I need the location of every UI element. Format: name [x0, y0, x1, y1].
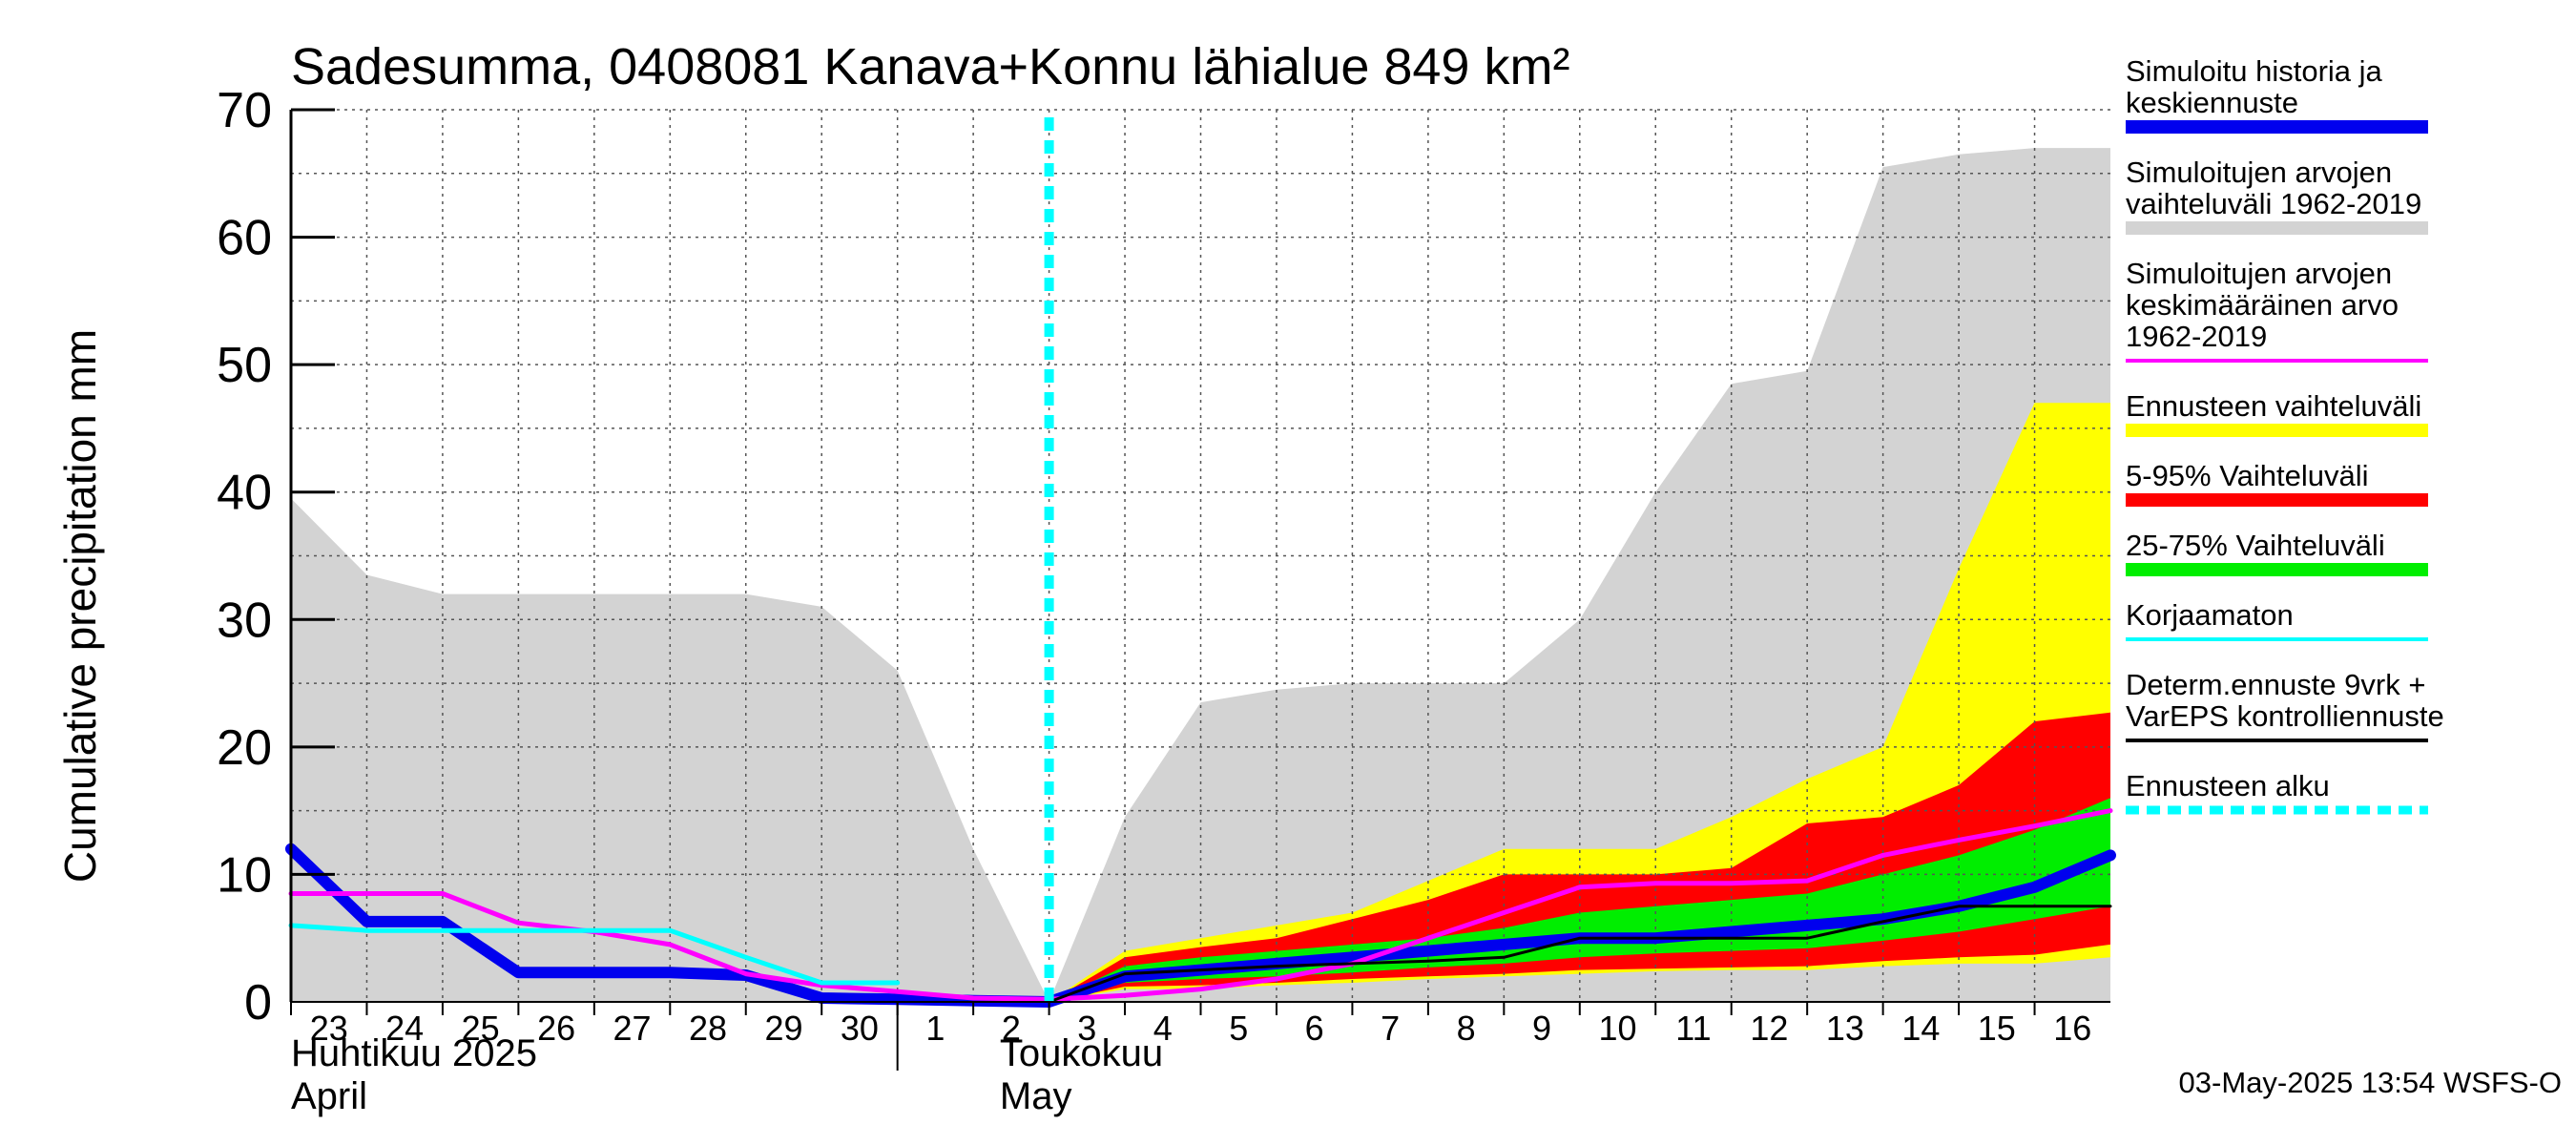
month-label-en: May: [1000, 1075, 1072, 1117]
legend-swatch: [2126, 120, 2428, 134]
timestamp: 03-May-2025 13:54 WSFS-O: [2179, 1066, 2562, 1099]
legend-label: keskiennuste: [2126, 86, 2298, 119]
y-tick-label: 40: [217, 466, 272, 521]
x-tick-label: 15: [1978, 1009, 2016, 1048]
x-tick-label: 25: [462, 1009, 500, 1048]
x-tick-label: 13: [1826, 1009, 1864, 1048]
legend-swatch: [2126, 221, 2428, 235]
band-3: [1049, 798, 2110, 1002]
legend-label: Simuloitujen arvojen: [2126, 257, 2392, 290]
legend-swatch: [2126, 493, 2428, 507]
x-tick-label: 29: [764, 1009, 802, 1048]
legend-item: Ennusteen vaihteluväli: [2126, 389, 2428, 437]
series-line-3: [1048, 905, 2112, 1004]
x-tick-label: 11: [1675, 1009, 1711, 1048]
x-tick-label: 12: [1750, 1009, 1788, 1048]
legend-item: Determ.ennuste 9vrk +VarEPS kontrollienn…: [2126, 668, 2444, 742]
x-tick-label: 14: [1901, 1009, 1940, 1048]
y-axis-label: Cumulative precipitation mm: [55, 329, 105, 883]
legend-label: 25-75% Vaihteluväli: [2126, 529, 2385, 562]
y-tick-label: 0: [244, 975, 272, 1030]
legend-swatch: [2126, 424, 2428, 437]
y-tick-label: 60: [217, 211, 272, 266]
legend-label: Determ.ennuste 9vrk +: [2126, 668, 2425, 701]
band-0: [291, 148, 2110, 1003]
chart-title: Sadesumma, 0408081 Kanava+Konnu lähialue…: [291, 38, 1569, 95]
legend-label: Ennusteen alku: [2126, 769, 2330, 802]
y-tick-label: 30: [217, 593, 272, 648]
y-tick-label: 50: [217, 338, 272, 393]
x-tick-label: 2: [1002, 1009, 1021, 1048]
x-tick-label: 5: [1229, 1009, 1248, 1048]
x-tick-label: 6: [1305, 1009, 1324, 1048]
x-tick-label: 24: [385, 1009, 424, 1048]
x-tick-label: 3: [1077, 1009, 1096, 1048]
legend-label: vaihteluväli 1962-2019: [2126, 187, 2421, 220]
legend-label: Simuloitu historia ja: [2126, 54, 2383, 88]
legend-item: Ennusteen alku: [2126, 769, 2428, 815]
month-label: Huhtikuu 2025: [291, 1032, 537, 1074]
x-tick-label: 1: [925, 1009, 945, 1048]
legend-label: 5-95% Vaihteluväli: [2126, 459, 2368, 492]
legend-label: keskimääräinen arvo: [2126, 288, 2399, 322]
legend-label: Simuloitujen arvojen: [2126, 156, 2392, 189]
month-label: Toukokuu: [1000, 1032, 1163, 1074]
y-tick-label: 70: [217, 83, 272, 138]
legend-item: 25-75% Vaihteluväli: [2126, 529, 2428, 576]
legend-label: 1962-2019: [2126, 320, 2267, 353]
y-tick-label: 10: [217, 847, 272, 903]
x-tick-label: 30: [841, 1009, 879, 1048]
x-tick-label: 28: [689, 1009, 727, 1048]
legend-label: VarEPS kontrolliennuste: [2126, 699, 2444, 733]
legend: Simuloitu historia jakeskiennusteSimuloi…: [2126, 54, 2444, 815]
x-tick-label: 4: [1153, 1009, 1173, 1048]
x-tick-label: 9: [1532, 1009, 1551, 1048]
legend-swatch: [2126, 563, 2428, 576]
x-tick-label: 8: [1457, 1009, 1476, 1048]
x-tick-label: 16: [2053, 1009, 2091, 1048]
month-label-en: April: [291, 1075, 367, 1117]
x-tick-label: 27: [613, 1009, 652, 1048]
y-tick-label: 20: [217, 720, 272, 776]
x-tick-label: 26: [537, 1009, 575, 1048]
legend-item: 5-95% Vaihteluväli: [2126, 459, 2428, 507]
legend-label: Korjaamaton: [2126, 598, 2294, 632]
legend-item: Korjaamaton: [2126, 598, 2428, 641]
x-tick-label: 10: [1598, 1009, 1636, 1048]
x-tick-label: 23: [310, 1009, 348, 1048]
legend-label: Ennusteen vaihteluväli: [2126, 389, 2421, 423]
x-tick-label: 7: [1381, 1009, 1400, 1048]
series-line-2: [288, 923, 901, 986]
